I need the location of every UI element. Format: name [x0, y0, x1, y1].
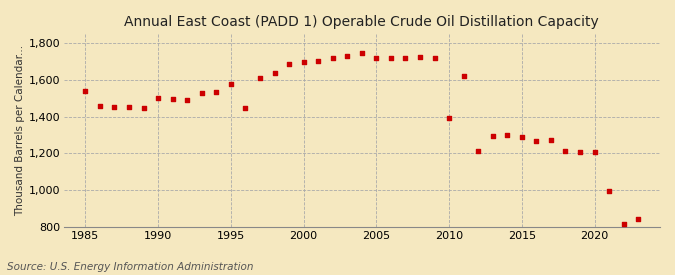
Point — [182, 98, 192, 103]
Point — [240, 106, 251, 111]
Point — [196, 91, 207, 95]
Point — [632, 217, 643, 221]
Point — [298, 60, 309, 64]
Point — [269, 71, 280, 75]
Point — [618, 222, 629, 226]
Point — [124, 104, 134, 109]
Title: Annual East Coast (PADD 1) Operable Crude Oil Distillation Capacity: Annual East Coast (PADD 1) Operable Crud… — [124, 15, 599, 29]
Y-axis label: Thousand Barrels per Calendar...: Thousand Barrels per Calendar... — [15, 45, 25, 216]
Point — [327, 56, 338, 60]
Point — [516, 135, 527, 139]
Point — [342, 54, 352, 59]
Point — [545, 138, 556, 142]
Point — [138, 105, 149, 110]
Point — [487, 134, 498, 138]
Point — [531, 139, 542, 144]
Point — [313, 59, 323, 63]
Point — [603, 188, 614, 193]
Point — [429, 56, 440, 60]
Point — [443, 116, 454, 120]
Point — [414, 55, 425, 59]
Point — [458, 74, 469, 79]
Point — [371, 56, 382, 60]
Point — [385, 56, 396, 60]
Point — [400, 56, 411, 60]
Point — [153, 95, 163, 100]
Point — [80, 89, 91, 93]
Point — [225, 82, 236, 86]
Point — [254, 76, 265, 81]
Text: Source: U.S. Energy Information Administration: Source: U.S. Energy Information Administ… — [7, 262, 253, 272]
Point — [95, 104, 105, 108]
Point — [502, 133, 512, 137]
Point — [167, 97, 178, 101]
Point — [560, 148, 571, 153]
Point — [574, 150, 585, 155]
Point — [211, 90, 221, 94]
Point — [589, 150, 600, 155]
Point — [472, 148, 483, 153]
Point — [356, 50, 367, 55]
Point — [284, 61, 294, 66]
Point — [109, 104, 120, 109]
